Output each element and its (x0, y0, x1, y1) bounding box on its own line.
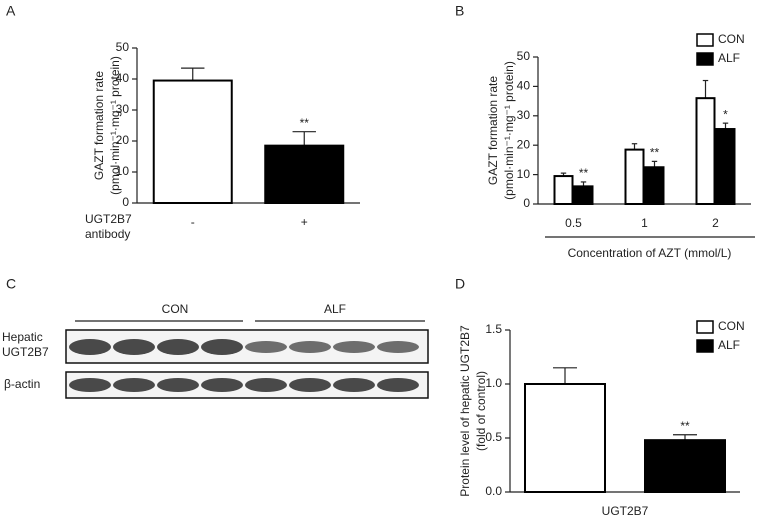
bar (695, 97, 716, 205)
x-tick-label: 1 (641, 216, 648, 230)
panel-label: B (455, 3, 464, 19)
legend-label: CON (718, 32, 745, 46)
x-tick-label: 0.5 (565, 216, 582, 230)
x-axis-label: UGT2B7 (85, 212, 132, 226)
y-tick-label: 0 (523, 196, 530, 210)
y-tick-label: 0 (122, 195, 129, 209)
band (289, 378, 331, 392)
y-tick-label: 20 (517, 137, 531, 151)
bar (524, 383, 606, 493)
legend-swatch (696, 320, 714, 334)
bands (69, 339, 419, 392)
band (113, 378, 155, 392)
legend-label: ALF (718, 51, 740, 65)
y-axis-label: Protein level of hepatic UGT2B7 (458, 325, 472, 497)
band (333, 341, 375, 353)
bar (264, 144, 345, 204)
panel-label: C (6, 276, 16, 292)
blot-group: CON (162, 302, 189, 316)
y-axis-label: GAZT formation rate (486, 76, 500, 185)
y-tick-label: 20 (116, 133, 130, 147)
band (245, 378, 287, 392)
blot-row-text: Hepatic UGT2B7 (2, 330, 49, 359)
legend-label: CON (718, 319, 745, 333)
y-axis-label: GAZT formation rate (92, 71, 106, 180)
bar (553, 175, 574, 206)
y-tick-label: 1.5 (485, 322, 502, 336)
y-tick-label: 40 (116, 71, 130, 85)
legend-swatch (696, 52, 714, 66)
y-tick-label: 40 (517, 79, 531, 93)
y-tick-label: 0.0 (485, 484, 502, 498)
legend-swatch (696, 33, 714, 47)
x-tick-label: + (301, 215, 308, 229)
significance: ** (300, 116, 310, 130)
band (377, 341, 419, 353)
panel-label: A (6, 3, 16, 19)
x-tick-label: - (191, 215, 195, 229)
x-axis-label: antibody (85, 227, 130, 241)
x-tick-label: UGT2B7 (602, 504, 649, 518)
band (245, 341, 287, 353)
band (201, 339, 243, 355)
band (157, 378, 199, 392)
y-tick-label: 10 (517, 167, 531, 181)
y-tick-label: 0.5 (485, 430, 502, 444)
panel-label: D (455, 276, 465, 292)
legend-swatch (696, 339, 714, 353)
legend-label: ALF (718, 338, 740, 352)
y-tick-label: 30 (116, 102, 130, 116)
blot-group: ALF (324, 302, 346, 316)
band (377, 378, 419, 392)
y-tick-label: 50 (517, 49, 531, 63)
y-axis-label: (fold of control) (474, 371, 488, 451)
bar (715, 128, 736, 205)
bar (573, 185, 594, 205)
y-tick-label: 30 (517, 108, 531, 122)
y-axis-label: (pmol·min⁻¹·mg⁻¹ protein) (108, 56, 122, 195)
band (333, 378, 375, 392)
bar (644, 166, 665, 205)
bar (624, 148, 645, 205)
band (289, 341, 331, 353)
band (69, 339, 111, 355)
band (113, 339, 155, 355)
significance: * (723, 107, 728, 121)
band (201, 378, 243, 392)
x-tick-label: 2 (712, 216, 719, 230)
bar (152, 79, 233, 204)
band (69, 378, 111, 392)
significance: ** (650, 146, 660, 160)
y-tick-label: 1.0 (485, 376, 502, 390)
y-tick-label: 50 (116, 40, 130, 54)
y-axis-label: (pmol·min⁻¹·mg⁻¹ protein) (502, 61, 516, 200)
y-tick-label: 10 (116, 164, 130, 178)
x-axis-label: Concentration of AZT (mmol/L) (568, 246, 732, 260)
significance: ** (579, 166, 589, 180)
blot-row-label: Hepatic UGT2B7 (2, 330, 49, 359)
blot-row-label: β-actin (4, 377, 40, 391)
bar (644, 439, 726, 494)
significance: ** (680, 419, 690, 433)
band (157, 339, 199, 355)
